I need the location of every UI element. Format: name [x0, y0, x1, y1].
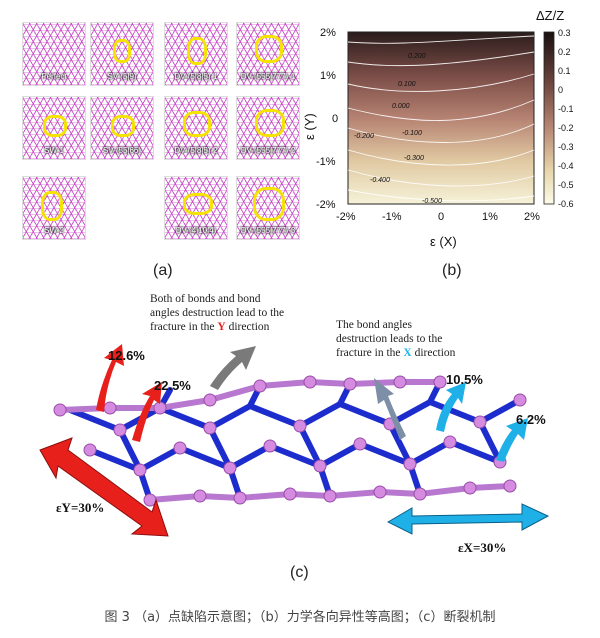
contour-label: -0.100	[402, 130, 422, 137]
y-strain-arrow	[39, 437, 169, 537]
note-y-axis: Y	[217, 321, 226, 333]
note-x-line3b: direction	[411, 347, 456, 359]
colorbar-tick: -0.5	[558, 180, 574, 190]
contour-lines	[347, 35, 535, 202]
note-y-direction: Both of bonds and bond angles destructio…	[150, 292, 330, 334]
colorbar-tick: -0.4	[558, 161, 574, 171]
defect-panel: DV-(5|8|5)-1	[164, 22, 228, 86]
x-strain-arrow	[386, 503, 550, 535]
note-x-line1: The bond angles	[336, 319, 413, 331]
colorbar	[543, 31, 555, 205]
blue-arrow-6-2	[496, 418, 528, 462]
red-arrow-12-6	[96, 344, 124, 412]
x-tick-label: -2%	[336, 211, 356, 223]
y-tick-label: 2%	[320, 27, 336, 39]
defect-label: Perfect	[41, 72, 67, 81]
defect-label: DV-(555|777)-1	[240, 72, 296, 81]
defect-panel: DV-(555|777)-2	[236, 96, 300, 160]
note-x-axis: X	[403, 347, 412, 359]
x-tick-label: 1%	[482, 211, 498, 223]
note-x-direction: The bond angles destruction leads to the…	[336, 318, 516, 360]
blue-arrow-10-5	[436, 382, 466, 432]
defect-label: DV-(555|777)-3	[240, 226, 296, 235]
panel-c-label: (c)	[290, 564, 309, 581]
contour-plot: 0.200 0.100 0.000 -0.100 -0.200 -0.300 -…	[302, 8, 574, 249]
defect-panel: SV-(55|66)	[90, 96, 154, 160]
figure-caption: 图 3 （a）点缺陷示意图；（b）力学各向异性等高图；（c）断裂机制	[104, 610, 496, 625]
defect-label: SV-(5|9)	[107, 72, 137, 81]
panel-b-label: (b)	[442, 262, 462, 279]
contour-label: 0.200	[408, 53, 426, 60]
strain-x-label: εX=30%	[458, 540, 507, 555]
defect-panel: SV-(5|9)	[90, 22, 154, 86]
colorbar-tick: 0.2	[558, 47, 571, 57]
colorbar-tick: 0.3	[558, 28, 571, 38]
percent-12-6: 12.6%	[108, 348, 145, 363]
defect-label: DV-(5|8|5)-1	[174, 72, 218, 81]
colorbar-tick: -0.6	[558, 199, 574, 209]
fracture-schematic	[39, 344, 550, 537]
panel-a-label: (a)	[153, 262, 173, 279]
note-y-line1: Both of bonds and bond	[150, 293, 261, 305]
defect-panel: DV-(5|8|5)-2	[164, 96, 228, 160]
percent-6-2: 6.2%	[516, 412, 546, 427]
defect-panel: DV-(4|10|4)	[164, 176, 228, 240]
y-axis-label: ε (Y)	[302, 113, 317, 140]
colorbar-tick: -0.3	[558, 142, 574, 152]
grey-arrow-y	[210, 346, 256, 390]
defect-panel: SW-2	[22, 176, 86, 240]
defect-label: SV-(55|66)	[102, 146, 142, 155]
defect-panel: SW-1	[22, 96, 86, 160]
defect-label: SW-2	[44, 226, 64, 235]
note-x-line2: destruction leads to the	[336, 333, 443, 345]
colorbar-tick: 0.1	[558, 66, 571, 76]
note-y-line3b: direction	[225, 321, 270, 333]
plot-area	[347, 31, 535, 205]
grey-arrow-x	[374, 378, 406, 440]
contour-label: -0.300	[404, 155, 424, 162]
defect-panel: DV-(555|777)-3	[236, 176, 300, 240]
colorbar-tick: -0.1	[558, 104, 574, 114]
contour-label: -0.500	[422, 198, 442, 205]
defect-panel: Perfect	[22, 22, 86, 86]
x-tick-label: 0	[438, 211, 444, 223]
strain-y-label: εY=30%	[56, 500, 105, 515]
contour-label: -0.400	[370, 177, 390, 184]
y-tick-label: 0	[332, 113, 338, 125]
note-x-line3a: fracture in the	[336, 347, 404, 359]
colorbar-tick: -0.2	[558, 123, 574, 133]
defect-label: SW-1	[44, 146, 64, 155]
y-tick-label: 1%	[320, 70, 336, 82]
contour-label: -0.200	[354, 133, 374, 140]
defect-label: DV-(5|8|5)-2	[174, 146, 218, 155]
colorbar-title: ΔZ/Z	[536, 8, 564, 23]
defect-label: DV-(4|10|4)	[175, 226, 217, 235]
y-tick-label: -2%	[316, 199, 336, 211]
note-y-line2: angles destruction lead to the	[150, 307, 285, 319]
x-axis-label: ε (X)	[430, 234, 457, 249]
red-arrow-22-5	[132, 382, 162, 442]
atoms	[53, 375, 527, 507]
y-tick-label: -1%	[316, 156, 336, 168]
percent-22-5: 22.5%	[154, 378, 191, 393]
defect-label: DV-(555|777)-2	[240, 146, 296, 155]
x-tick-label: 2%	[524, 211, 540, 223]
note-y-line3a: fracture in the	[150, 321, 218, 333]
x-tick-label: -1%	[382, 211, 402, 223]
percent-10-5: 10.5%	[446, 372, 483, 387]
contour-label: 0.100	[398, 81, 416, 88]
contour-label: 0.000	[392, 103, 410, 110]
colorbar-tick: 0	[558, 85, 563, 95]
defect-panel: DV-(555|777)-1	[236, 22, 300, 86]
